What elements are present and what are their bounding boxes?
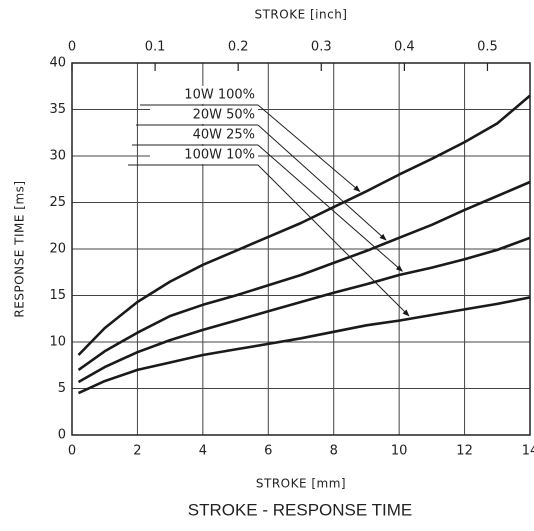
x-tick-label: 8 (330, 444, 338, 459)
x-axis-label: STROKE [mm] (256, 477, 346, 491)
legend-label: 10W 100% (184, 88, 255, 103)
legend-bg (150, 146, 258, 164)
legend-arrow (257, 124, 387, 241)
y-tick-label: 25 (49, 195, 66, 210)
x2-tick-label: 0.5 (477, 40, 498, 55)
x-tick-label: 2 (133, 444, 141, 459)
x2-tick-label: 0.1 (145, 40, 166, 55)
legend-bg (150, 86, 258, 104)
x-tick-label: 10 (391, 444, 408, 459)
y-tick-label: 5 (58, 381, 66, 396)
x2-tick-label: 0.2 (228, 40, 249, 55)
y-axis-label: RESPONSE TIME [ms] (13, 180, 27, 317)
y-tick-label: 0 (58, 428, 66, 443)
legend-label: 20W 50% (193, 108, 255, 123)
line-series (77, 296, 531, 395)
legend-label: 100W 10% (184, 148, 255, 163)
x2-tick-label: 0 (68, 40, 76, 55)
line-series (77, 180, 531, 371)
legend-arrow (257, 164, 410, 317)
legend-label: 40W 25% (193, 128, 255, 143)
chart-title: STROKE - RESPONSE TIME (188, 500, 413, 519)
x2-tick-label: 0.3 (311, 40, 332, 55)
x-tick-label: 4 (199, 444, 207, 459)
y-tick-label: 20 (49, 242, 66, 257)
legend-bg (150, 126, 258, 144)
legend-bg (150, 106, 258, 124)
y-tick-label: 35 (49, 102, 66, 117)
x-tick-label: 6 (264, 444, 272, 459)
x-tick-label: 12 (456, 444, 473, 459)
x2-axis-label: STROKE [inch] (254, 8, 347, 22)
y-tick-label: 15 (49, 288, 66, 303)
x-tick-label: 14 (522, 444, 534, 459)
y-tick-label: 40 (49, 56, 66, 71)
plot-frame (71, 62, 531, 436)
legend-arrow (257, 104, 361, 192)
line-series (77, 236, 531, 384)
x2-tick-label: 0.4 (394, 40, 415, 55)
y-tick-label: 10 (49, 335, 66, 350)
x-tick-label: 0 (68, 444, 76, 459)
legend-arrow (257, 144, 403, 272)
line-series (77, 94, 531, 356)
y-tick-label: 30 (49, 149, 66, 164)
